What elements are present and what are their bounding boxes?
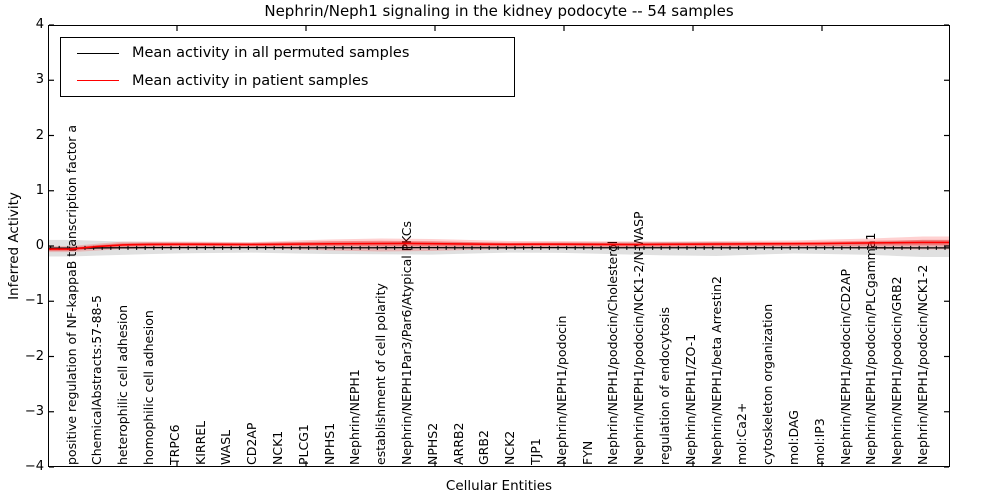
y-tick-label: 0 (35, 238, 44, 253)
y-tick-label: −2 (24, 348, 44, 364)
y-tick-label: 2 (35, 127, 44, 143)
legend: Mean activity in all permuted samples Me… (60, 37, 515, 97)
y-tick-label: −3 (24, 403, 44, 419)
y-tick-label: −4 (24, 459, 44, 474)
permuted-line-sample-icon (77, 52, 119, 54)
y-tick-label: −1 (24, 293, 44, 309)
y-tick-label: 4 (35, 17, 44, 32)
patient-line-sample-icon (77, 80, 119, 82)
x-axis-label: Cellular Entities (445, 478, 553, 494)
legend-entry-permuted: Mean activity in all permuted samples (61, 41, 514, 65)
y-tick-label: 1 (35, 182, 44, 198)
legend-label-patient: Mean activity in patient samples (132, 72, 369, 89)
y-tick-label: 3 (35, 72, 44, 88)
legend-entry-patient: Mean activity in patient samples (61, 69, 514, 93)
chart-title: Nephrin/Neph1 signaling in the kidney po… (264, 2, 734, 20)
legend-label-permuted: Mean activity in all permuted samples (132, 45, 410, 62)
plot-area (48, 25, 950, 467)
